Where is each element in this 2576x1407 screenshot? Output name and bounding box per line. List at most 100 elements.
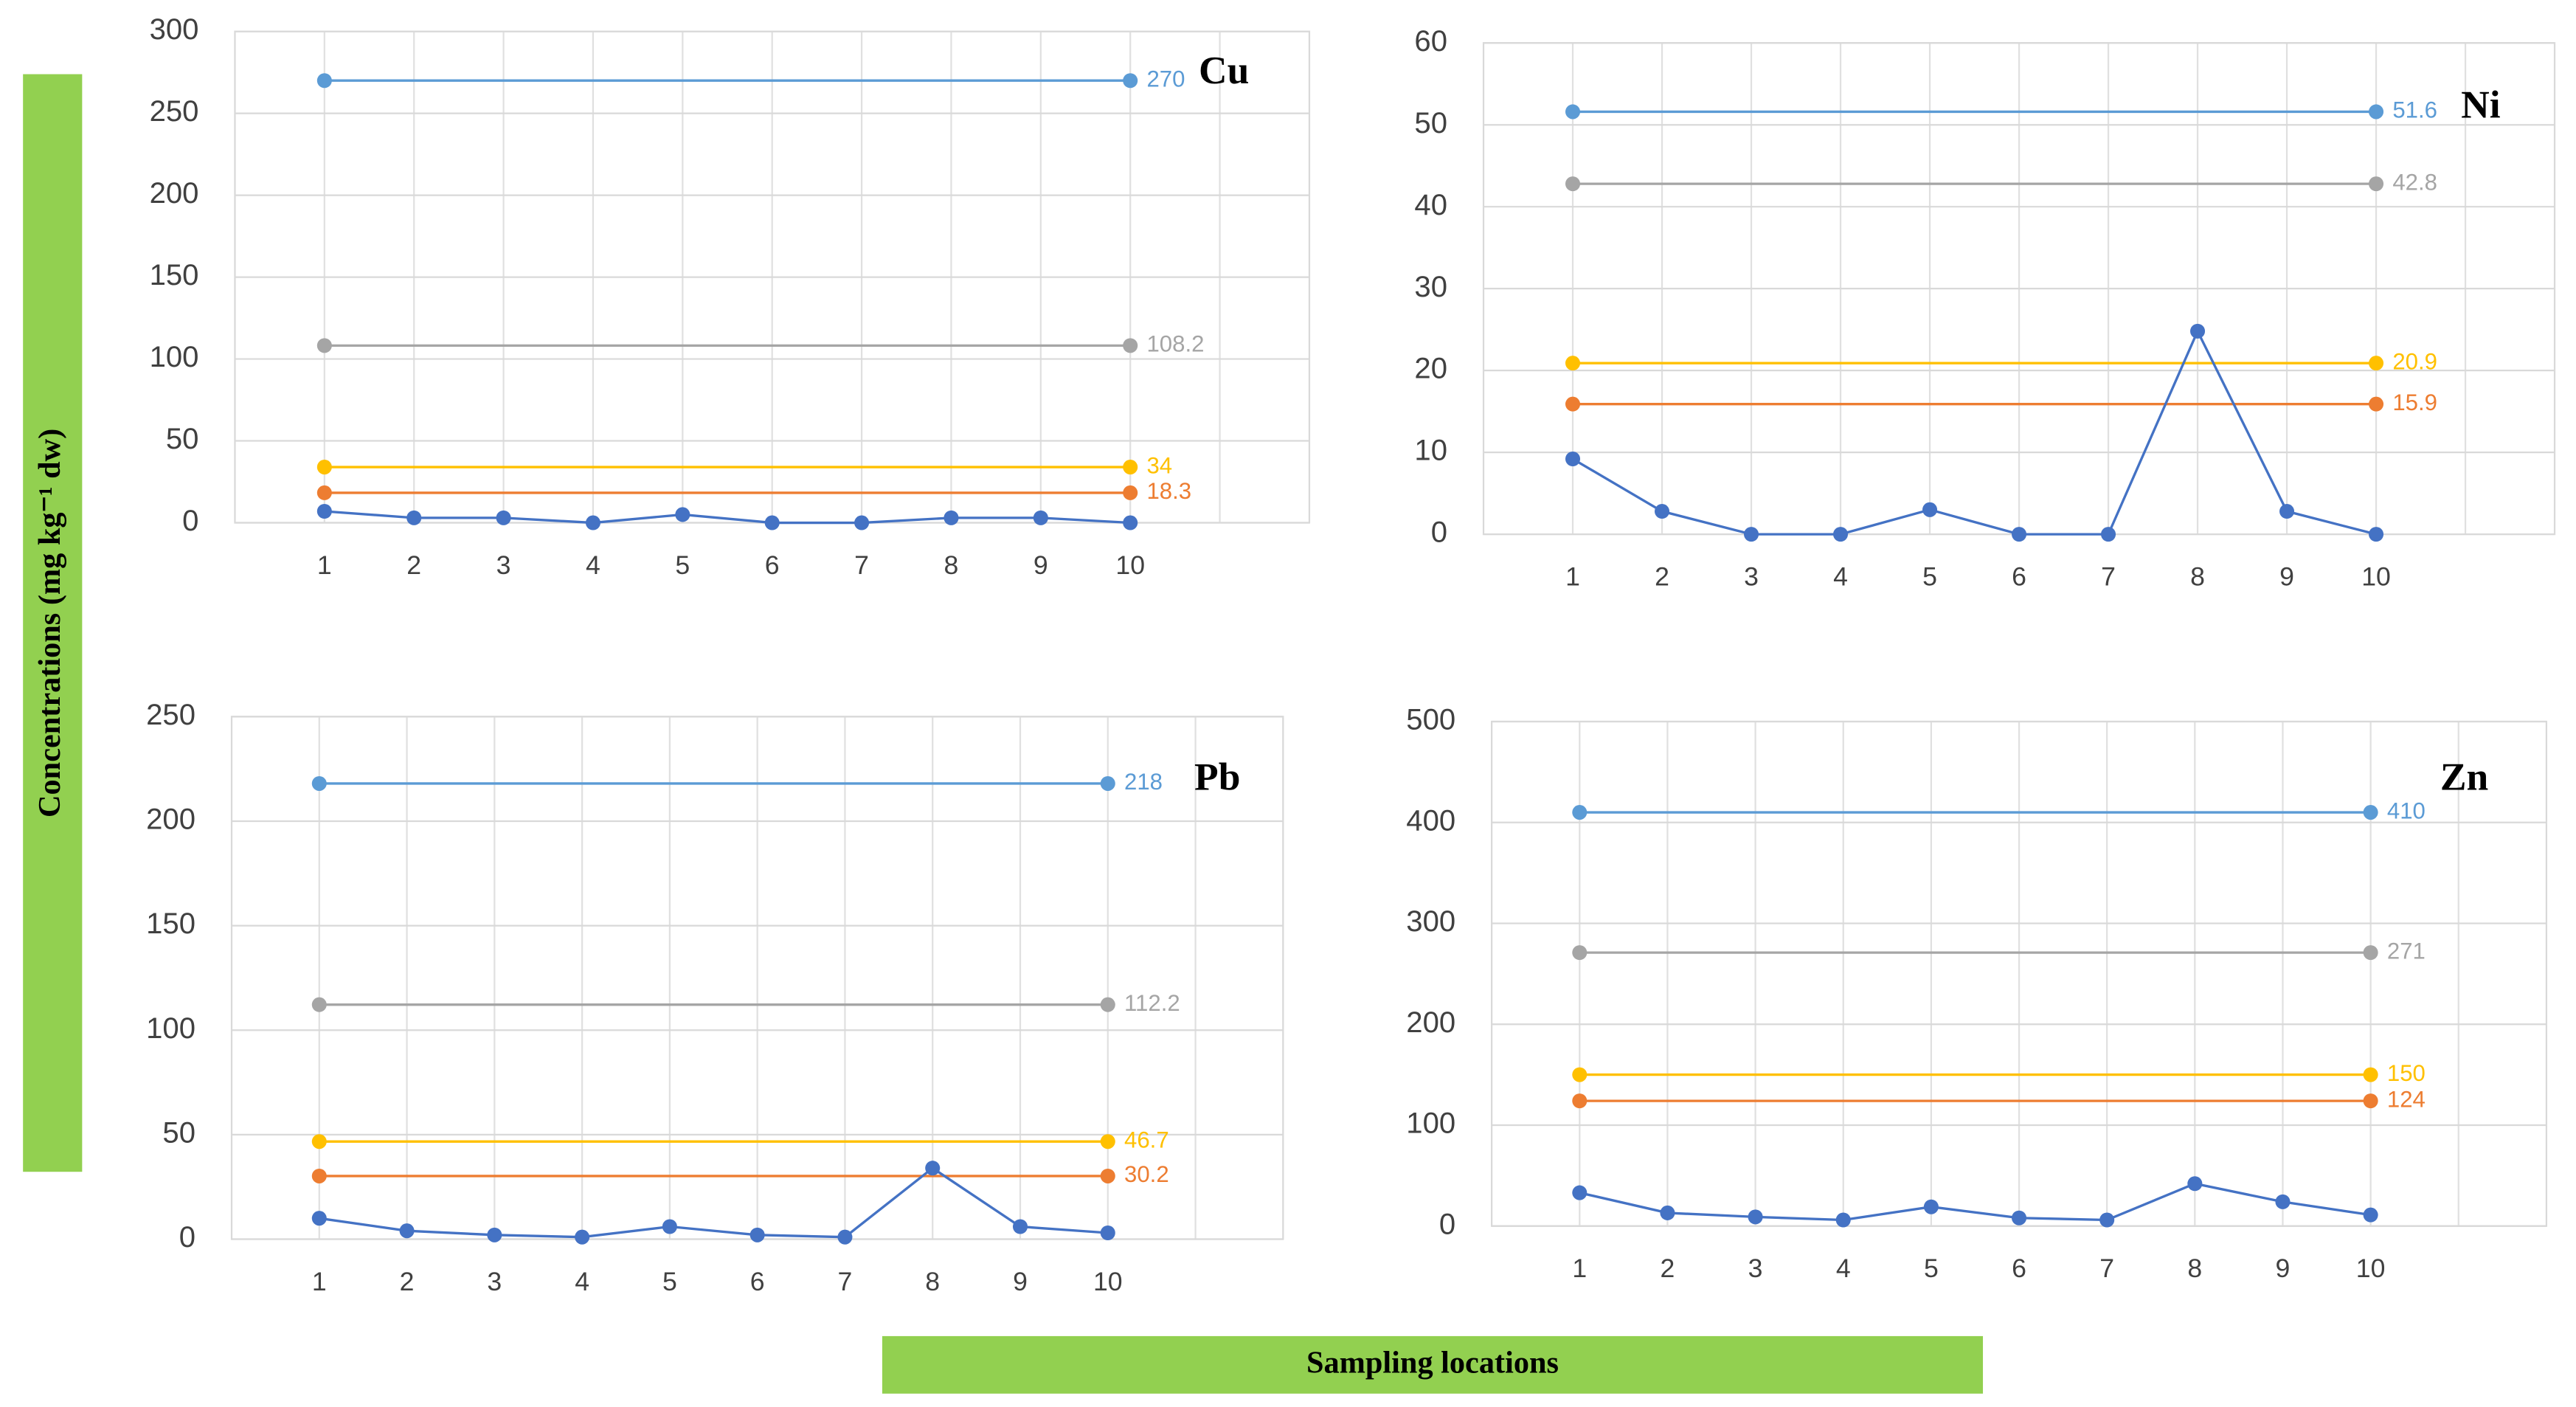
x-tick-label: 7 [2101, 562, 2116, 592]
reference-label: 46.7 [1124, 1127, 1169, 1152]
y-tick-label: 10 [1414, 435, 1447, 467]
reference-marker [311, 1134, 327, 1150]
x-tick-label: 4 [1833, 562, 1848, 592]
y-tick-label: 250 [146, 699, 195, 731]
y-tick-label: 400 [1406, 804, 1455, 837]
reference-marker [2363, 945, 2378, 961]
data-point [2369, 527, 2384, 542]
data-point [575, 1229, 590, 1245]
data-line [319, 1166, 1108, 1239]
xlabel-box [882, 1335, 1984, 1394]
y-tick-label: 60 [1414, 25, 1447, 58]
reference-marker [1100, 1168, 1115, 1183]
x-tick-label: 4 [1836, 1254, 1851, 1283]
x-axis-label: Sampling locations [1306, 1346, 1559, 1380]
reference-marker [316, 485, 332, 500]
data-point [1655, 504, 1670, 519]
y-tick-label: 100 [1406, 1107, 1455, 1140]
y-tick-label: 0 [179, 1221, 195, 1254]
x-tick-label: 6 [2012, 562, 2026, 592]
data-point [1922, 502, 1938, 517]
data-point [487, 1227, 502, 1242]
y-tick-label: 30 [1414, 271, 1447, 303]
x-tick-label: 8 [944, 550, 959, 580]
data-point [854, 515, 870, 530]
x-tick-label: 1 [317, 550, 332, 580]
y-axis-label: Concentrations (mg kg⁻¹ dw) [32, 429, 67, 817]
data-point [1748, 1209, 1763, 1225]
x-tick-label: 9 [1033, 550, 1048, 580]
x-tick-label: 2 [400, 1267, 415, 1296]
data-point [2012, 527, 2027, 542]
y-tick-label: 100 [150, 341, 199, 373]
y-tick-label: 150 [146, 908, 195, 940]
reference-label: 30.2 [1124, 1161, 1169, 1187]
x-tick-label: 10 [1115, 550, 1145, 580]
reference-label: 108.2 [1146, 331, 1204, 357]
data-point [399, 1223, 415, 1239]
reference-label: 150 [2387, 1060, 2426, 1086]
data-point [837, 1229, 853, 1245]
y-tick-label: 40 [1414, 189, 1447, 221]
reference-label: 20.9 [2392, 348, 2437, 374]
reference-marker [311, 997, 327, 1012]
x-tick-label: 5 [1922, 562, 1937, 592]
x-tick-label: 2 [1655, 562, 1669, 592]
reference-marker [316, 338, 332, 353]
x-tick-label: 1 [1565, 562, 1580, 592]
data-point [1033, 510, 1048, 525]
reference-marker [1572, 1067, 1588, 1082]
y-tick-label: 50 [162, 1116, 195, 1149]
reference-marker [311, 775, 327, 791]
data-line [324, 510, 1131, 525]
x-tick-label: 7 [838, 1267, 853, 1296]
x-tick-label: 1 [312, 1267, 327, 1296]
reference-label: 271 [2387, 938, 2426, 964]
x-tick-label: 3 [1744, 562, 1759, 592]
y-tick-label: 200 [150, 177, 199, 210]
data-point [1744, 527, 1759, 542]
data-point [2099, 1212, 2115, 1228]
y-tick-label: 150 [150, 259, 199, 291]
element-label: Ni [2461, 83, 2501, 127]
x-tick-label: 4 [575, 1267, 589, 1296]
reference-marker [1565, 396, 1581, 412]
reference-marker [2363, 1093, 2378, 1109]
reference-marker [311, 1168, 327, 1183]
x-tick-label: 3 [496, 550, 511, 580]
reference-label: 112.2 [1124, 990, 1180, 1016]
data-point [2363, 1207, 2378, 1223]
reference-label: 270 [1146, 66, 1185, 91]
element-label: Pb [1194, 754, 1240, 798]
x-tick-label: 5 [1924, 1254, 1939, 1283]
x-tick-label: 9 [2276, 1254, 2291, 1283]
y-tick-label: 200 [146, 803, 195, 836]
x-tick-label: 5 [675, 550, 690, 580]
data-point [496, 510, 511, 525]
reference-marker [1123, 485, 1138, 500]
y-tick-label: 100 [146, 1012, 195, 1045]
reference-marker [2369, 356, 2384, 371]
data-point [1100, 1225, 1115, 1241]
data-point [311, 1211, 327, 1226]
x-tick-label: 8 [2190, 562, 2205, 592]
reference-marker [1123, 460, 1138, 475]
reference-marker [1565, 356, 1581, 371]
x-tick-label: 3 [487, 1267, 502, 1296]
y-tick-label: 0 [1431, 516, 1447, 549]
x-tick-label: 10 [2361, 562, 2391, 592]
y-tick-label: 0 [182, 505, 198, 537]
reference-marker [316, 73, 332, 89]
data-point [2187, 1176, 2203, 1192]
data-point [1572, 1185, 1588, 1200]
x-tick-label: 8 [2187, 1254, 2202, 1283]
reference-marker [2369, 104, 2384, 120]
data-point [1923, 1199, 1939, 1214]
data-point [662, 1219, 677, 1234]
reference-marker [1565, 176, 1581, 192]
x-tick-label: 2 [406, 550, 421, 580]
data-point [749, 1227, 765, 1242]
x-tick-label: 7 [854, 550, 869, 580]
y-tick-label: 50 [1414, 107, 1447, 139]
